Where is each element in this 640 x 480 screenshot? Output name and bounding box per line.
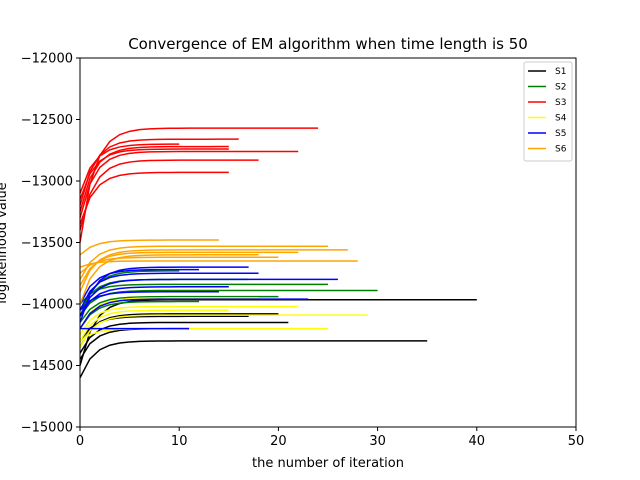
series-line-s6: [79, 254, 259, 305]
series-line-s5: [79, 298, 309, 330]
series-line-s3: [79, 138, 239, 206]
legend-label-s5: S5: [555, 129, 566, 139]
series-line-s6: [79, 251, 299, 286]
x-tick-label: 20: [270, 434, 287, 449]
y-tick-label: −13000: [21, 175, 73, 190]
series-line-s5: [79, 272, 259, 311]
y-axis-label: loglikelihood value: [0, 182, 10, 303]
x-tick-label: 30: [369, 434, 386, 449]
legend-label-s4: S4: [555, 114, 567, 124]
series-line-s1: [79, 313, 279, 348]
series-line-s6: [79, 239, 219, 256]
y-axis: −15000 −14500 −14000 −13500 −13000 −12500 −120…: [21, 52, 80, 436]
y-tick-label: −13500: [21, 236, 73, 251]
series-line-s6: [79, 245, 328, 280]
series-line-s1: [79, 321, 289, 354]
series-line-s4: [79, 297, 259, 330]
series-line-s5: [79, 290, 219, 311]
y-tick-label: −12000: [21, 52, 73, 67]
legend-label-s6: S6: [555, 145, 567, 155]
series-line-s4: [79, 314, 368, 348]
series-lines: [79, 127, 477, 379]
series-line-s3: [79, 143, 180, 194]
series-line-s3: [79, 171, 229, 225]
x-axis-label: the number of iteration: [252, 456, 404, 471]
series-line-s3: [79, 148, 229, 200]
series-line-s6: [79, 249, 348, 293]
series-line-s4: [79, 305, 299, 336]
series-line-s2: [79, 283, 328, 305]
legend-label-s1: S1: [555, 67, 566, 77]
chart-title: Convergence of EM algorithm when time le…: [128, 35, 528, 53]
x-tick-label: 0: [76, 434, 84, 449]
y-tick-label: −14500: [21, 359, 73, 374]
series-line-s6: [79, 260, 358, 268]
series-line-s2: [79, 300, 200, 330]
x-axis: 0 10 20 30 40 50: [76, 427, 584, 449]
legend: S1 S2 S3 S4 S5 S6: [523, 61, 573, 162]
series-line-s1: [79, 340, 428, 379]
series-line-s3: [79, 127, 319, 243]
series-line-s2: [79, 289, 378, 317]
y-tick-label: −12500: [21, 113, 73, 128]
series-line-s3: [79, 150, 299, 219]
y-tick-label: −14000: [21, 298, 73, 313]
series-line-s5: [79, 278, 338, 317]
series-line-s4: [79, 309, 229, 342]
legend-label-s3: S3: [555, 98, 566, 108]
x-tick-label: 10: [171, 434, 188, 449]
series-line-s2: [79, 295, 279, 323]
series-line-s5: [79, 268, 200, 305]
legend-label-s2: S2: [555, 83, 566, 93]
series-line-s5: [79, 286, 229, 317]
y-tick-label: −15000: [21, 421, 73, 436]
x-tick-label: 50: [568, 434, 585, 449]
x-tick-label: 40: [469, 434, 486, 449]
series-line-s3: [79, 159, 259, 231]
